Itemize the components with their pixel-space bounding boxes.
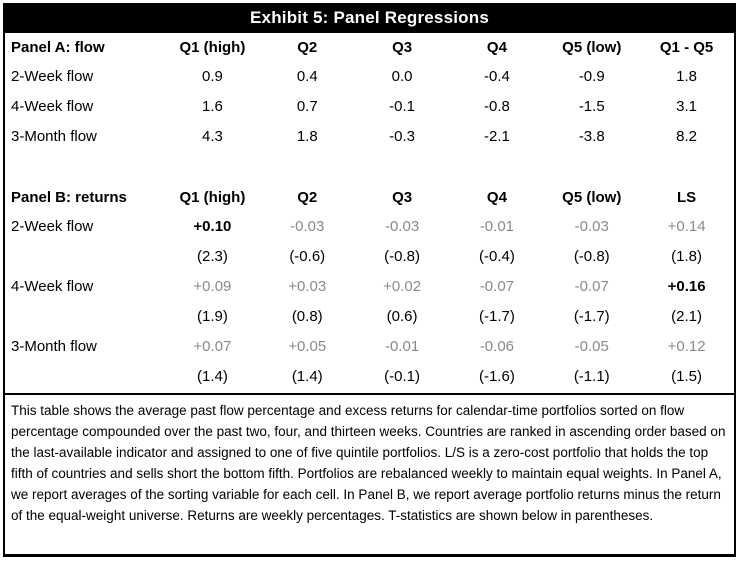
cell-value: -2.1 (483, 127, 510, 145)
cell-value: -0.03 (574, 217, 609, 235)
table-row: 3-Month flow +0.07 +0.05 -0.01 -0.06 -0.… (5, 331, 734, 361)
table-row: 2-Week flow +0.10 -0.03 -0.03 -0.01 -0.0… (5, 211, 734, 241)
cell-tstat: (-1.7) (478, 307, 515, 325)
cell-value: -0.9 (578, 67, 605, 85)
table-row: 2-Week flow 0.9 0.4 0.0 -0.4 -0.9 1.8 (5, 61, 734, 91)
exhibit-table: Exhibit 5: Panel Regressions Panel A: fl… (3, 3, 736, 557)
column-header-q2: Q2 (297, 38, 318, 56)
table-row: 4-Week flow +0.09 +0.03 +0.02 -0.07 -0.0… (5, 271, 734, 301)
table-notes: This table shows the average past flow p… (5, 393, 734, 531)
cell-value: 0.9 (201, 67, 223, 85)
cell-value: -0.4 (483, 67, 510, 85)
panel-b-header-row: Panel B: returns Q1 (high) Q2 Q3 Q4 Q5 (… (5, 183, 734, 211)
panel-a: Panel A: flow Q1 (high) Q2 Q3 Q4 Q5 (low… (5, 33, 734, 151)
cell-tstat: (-0.8) (573, 247, 610, 265)
tstat-row: (1.4) (1.4) (-0.1) (-1.6) (-1.1) (1.5) (5, 361, 734, 391)
column-header-q5: Q5 (low) (562, 38, 622, 56)
cell-value: +0.02 (383, 277, 422, 295)
tstat-row: (1.9) (0.8) (0.6) (-1.7) (-1.7) (2.1) (5, 301, 734, 331)
row-label: 3-Month flow (11, 127, 97, 145)
tstat-row: (2.3) (-0.6) (-0.8) (-0.4) (-0.8) (1.8) (5, 241, 734, 271)
cell-value: 8.2 (676, 127, 697, 145)
cell-value: -0.07 (574, 277, 609, 295)
row-label: 2-Week flow (11, 217, 94, 235)
cell-tstat: (1.4) (291, 367, 323, 385)
cell-value: -0.8 (483, 97, 510, 115)
cell-value: +0.03 (288, 277, 327, 295)
row-label: 4-Week flow (11, 97, 94, 115)
cell-value: 1.6 (201, 97, 223, 115)
cell-tstat: (1.4) (196, 367, 228, 385)
cell-value: +0.09 (193, 277, 232, 295)
cell-value: 1.8 (676, 67, 697, 85)
cell-value: +0.10 (193, 217, 232, 235)
cell-value: -0.05 (574, 337, 609, 355)
column-header-spread: Q1 - Q5 (659, 38, 714, 56)
panel-gap (5, 151, 734, 183)
cell-value: +0.16 (667, 277, 706, 295)
row-label: 4-Week flow (11, 277, 94, 295)
panel-b-label: Panel B: returns (11, 188, 127, 206)
column-header-q5: Q5 (low) (562, 188, 622, 206)
cell-value: +0.07 (193, 337, 232, 355)
panel-a-header-row: Panel A: flow Q1 (high) Q2 Q3 Q4 Q5 (low… (5, 33, 734, 61)
column-header-q4: Q4 (486, 188, 507, 206)
cell-tstat: (1.9) (196, 307, 228, 325)
cell-value: -0.01 (479, 217, 515, 235)
cell-value: +0.14 (667, 217, 706, 235)
column-header-q4: Q4 (486, 38, 507, 56)
cell-tstat: (1.5) (671, 367, 702, 385)
cell-value: +0.12 (667, 337, 706, 355)
cell-value: 4.3 (201, 127, 223, 145)
cell-value: 3.1 (676, 97, 697, 115)
cell-tstat: (-1.1) (573, 367, 610, 385)
cell-value: 0.4 (296, 67, 318, 85)
cell-tstat: (2.3) (196, 247, 228, 265)
cell-tstat: (1.8) (671, 247, 702, 265)
cell-tstat: (0.8) (291, 307, 323, 325)
cell-tstat: (-1.6) (478, 367, 515, 385)
column-header-q3: Q3 (392, 188, 413, 206)
column-header-q2: Q2 (297, 188, 318, 206)
cell-value: -0.03 (384, 217, 420, 235)
cell-value: 0.7 (296, 97, 318, 115)
cell-value: -0.3 (389, 127, 415, 145)
exhibit-title: Exhibit 5: Panel Regressions (5, 3, 734, 33)
column-header-q1: Q1 (high) (179, 38, 246, 56)
row-label: 3-Month flow (11, 337, 97, 355)
cell-tstat: (0.6) (386, 307, 418, 325)
panel-a-label: Panel A: flow (11, 38, 105, 56)
cell-tstat: (-0.6) (289, 247, 326, 265)
column-header-q1: Q1 (high) (179, 188, 246, 206)
cell-value: -0.01 (384, 337, 420, 355)
table-row: 4-Week flow 1.6 0.7 -0.1 -0.8 -1.5 3.1 (5, 91, 734, 121)
cell-value: -0.07 (479, 277, 515, 295)
cell-tstat: (-0.1) (384, 367, 420, 385)
cell-value: 0.0 (391, 67, 413, 85)
cell-tstat: (-1.7) (573, 307, 610, 325)
cell-value: -0.03 (290, 217, 325, 235)
cell-tstat: (-0.4) (478, 247, 515, 265)
cell-value: -3.8 (578, 127, 605, 145)
column-header-ls: LS (676, 188, 697, 206)
column-header-q3: Q3 (392, 38, 413, 56)
cell-value: -1.5 (578, 97, 605, 115)
cell-value: +0.05 (288, 337, 327, 355)
cell-value: -0.1 (389, 97, 415, 115)
cell-tstat: (2.1) (671, 307, 702, 325)
row-label: 2-Week flow (11, 67, 94, 85)
panel-b: Panel B: returns Q1 (high) Q2 Q3 Q4 Q5 (… (5, 183, 734, 391)
table-row: 3-Month flow 4.3 1.8 -0.3 -2.1 -3.8 8.2 (5, 121, 734, 151)
cell-value: -0.06 (479, 337, 515, 355)
cell-tstat: (-0.8) (384, 247, 420, 265)
cell-value: 1.8 (296, 127, 318, 145)
